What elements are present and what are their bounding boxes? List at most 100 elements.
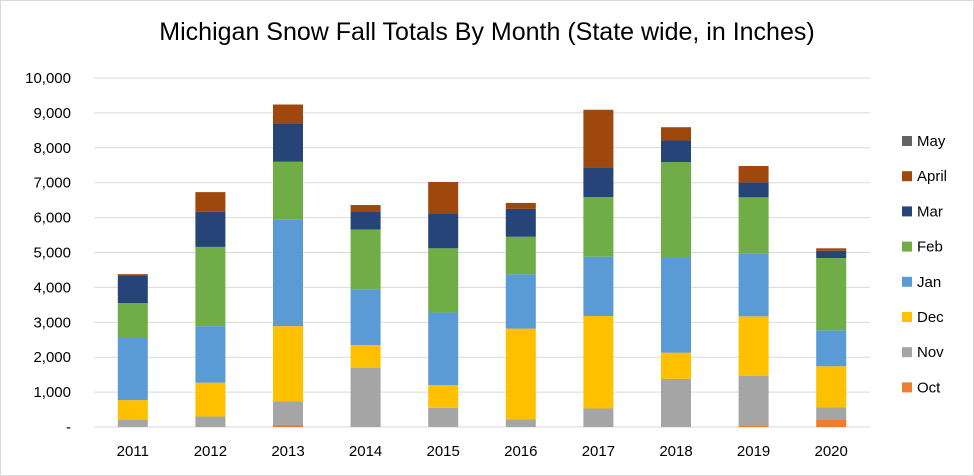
bar-segment <box>117 303 148 339</box>
bar-segment <box>816 330 847 367</box>
y-tick-label: 7,000 <box>33 175 71 192</box>
bar-segment <box>273 219 303 327</box>
bar-segment <box>661 140 691 163</box>
bar-segment <box>738 165 769 183</box>
legend-swatch <box>902 241 912 252</box>
bar-segment <box>273 161 303 220</box>
bar-segment <box>428 248 459 313</box>
bar-segment <box>661 352 691 379</box>
legend-swatch <box>902 136 912 146</box>
y-tick-label: 6,000 <box>33 210 71 227</box>
bar-segment <box>273 326 303 402</box>
y-tick-label: 9,000 <box>33 105 71 122</box>
bar-segment <box>816 258 847 331</box>
bar-segment <box>505 419 536 427</box>
legend-label: Jan <box>917 274 941 291</box>
bar-segment <box>738 182 769 198</box>
bar-segment <box>661 378 691 427</box>
bar-segment <box>117 275 148 304</box>
chart-title: Michigan Snow Fall Totals By Month (Stat… <box>159 18 815 46</box>
bar-segment <box>583 316 614 409</box>
legend-swatch <box>902 206 912 217</box>
x-tick-label: 2020 <box>815 443 848 460</box>
legend-swatch <box>902 171 912 182</box>
legend-swatch <box>902 276 912 287</box>
bar-segment <box>195 416 226 427</box>
bar-segment <box>117 338 148 401</box>
x-tick-label: 2014 <box>349 443 382 460</box>
bar-segment <box>195 382 226 417</box>
bar-segment <box>428 182 459 214</box>
bar-segment <box>583 408 614 427</box>
x-tick-label: 2017 <box>582 443 615 460</box>
bar-segment <box>273 104 303 124</box>
legend-swatch <box>902 382 912 393</box>
legend-swatch <box>902 312 912 322</box>
x-tick-label: 2012 <box>194 443 227 460</box>
bar-segment <box>350 229 381 290</box>
bar-segment <box>583 167 614 198</box>
x-tick-label: 2019 <box>737 443 770 460</box>
legend-label: Feb <box>917 239 943 256</box>
bar-segment <box>816 407 847 421</box>
bar-segment <box>738 375 769 426</box>
bar-segment <box>195 192 226 212</box>
bar-segment <box>738 425 769 427</box>
legend-label: May <box>917 133 946 150</box>
bar-segment <box>505 328 536 420</box>
bar-segment <box>195 326 226 383</box>
y-tick-label: 1,000 <box>33 384 71 401</box>
bar-segment <box>273 424 303 427</box>
bar-segment <box>428 385 459 408</box>
y-tick-label: 5,000 <box>33 245 71 262</box>
bar-segment <box>505 202 536 209</box>
bar-segment <box>816 366 847 408</box>
bar-segment <box>428 213 459 249</box>
bar-segment <box>273 123 303 162</box>
y-tick-label: - <box>66 419 71 436</box>
y-tick-label: 10,000 <box>25 70 71 87</box>
y-tick-label: 2,000 <box>33 349 71 366</box>
bar-segment <box>816 420 847 427</box>
y-tick-label: 8,000 <box>33 140 71 157</box>
x-tick-label: 2011 <box>117 443 149 460</box>
bar-segment <box>583 109 614 168</box>
bar-segment <box>583 256 614 317</box>
legend-swatch <box>902 347 912 358</box>
bar-segment <box>195 211 226 247</box>
bar-segment <box>816 248 847 251</box>
bar-segment <box>350 205 381 213</box>
y-tick-label: 3,000 <box>33 314 71 331</box>
bar-segment <box>350 212 381 230</box>
x-tick-label: 2018 <box>659 443 692 460</box>
x-tick-label: 2015 <box>427 443 460 460</box>
bar-segment <box>428 407 459 427</box>
bar-segment <box>117 400 148 421</box>
y-tick-label: 4,000 <box>33 279 71 296</box>
x-tick-label: 2016 <box>504 443 537 460</box>
bar-segment <box>195 246 226 327</box>
bar-segment <box>117 420 148 427</box>
bar-segment <box>350 289 381 345</box>
bar-segment <box>738 316 769 376</box>
bar-segment <box>661 162 691 258</box>
bar-segment <box>738 253 769 317</box>
legend-label: Nov <box>917 344 944 361</box>
bar-segment <box>350 344 381 368</box>
bar-segment <box>350 367 381 427</box>
legend-label: Dec <box>917 309 944 326</box>
x-tick-label: 2013 <box>271 443 304 460</box>
bar-segment <box>505 208 536 237</box>
bar-segment <box>661 257 691 353</box>
bar-segment <box>505 274 536 329</box>
bar-segment <box>816 250 847 259</box>
bar-segment <box>273 401 303 425</box>
bar-segment <box>117 274 148 276</box>
legend-label: Oct <box>917 379 941 396</box>
bar-segment <box>661 127 691 141</box>
bar-segment <box>505 236 536 275</box>
legend-label: April <box>917 168 947 185</box>
bar-segment <box>583 197 614 257</box>
bar-segment <box>738 197 769 254</box>
